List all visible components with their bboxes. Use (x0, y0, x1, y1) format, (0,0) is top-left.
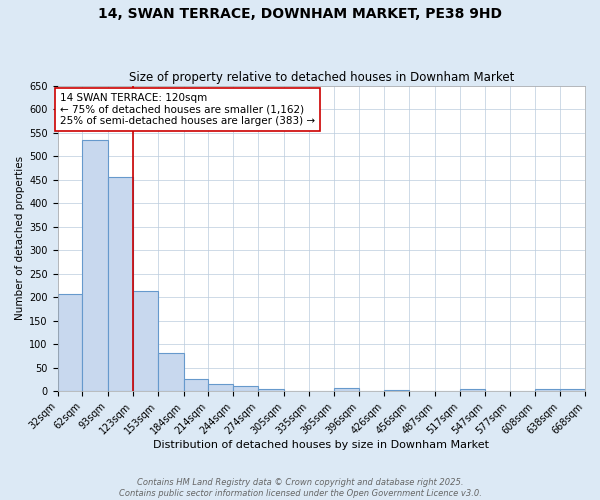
Bar (535, 389, 560, 391)
Y-axis label: Number of detached properties: Number of detached properties (15, 156, 25, 320)
Text: 14 SWAN TERRACE: 120sqm
← 75% of detached houses are smaller (1,162)
25% of semi: 14 SWAN TERRACE: 120sqm ← 75% of detache… (60, 92, 315, 126)
Bar (334, 388, 359, 391)
Bar (208, 384, 233, 391)
Bar (258, 389, 284, 391)
Bar (133, 290, 158, 391)
Bar (58, 294, 82, 391)
Text: 14, SWAN TERRACE, DOWNHAM MARKET, PE38 9HD: 14, SWAN TERRACE, DOWNHAM MARKET, PE38 9… (98, 8, 502, 22)
Bar (233, 386, 258, 391)
Bar (82, 140, 108, 391)
X-axis label: Distribution of detached houses by size in Downham Market: Distribution of detached houses by size … (153, 440, 489, 450)
Bar (108, 178, 133, 391)
Bar (184, 380, 208, 391)
Bar (158, 353, 184, 391)
Bar (384, 390, 409, 391)
Text: Contains HM Land Registry data © Crown copyright and database right 2025.
Contai: Contains HM Land Registry data © Crown c… (119, 478, 481, 498)
Title: Size of property relative to detached houses in Downham Market: Size of property relative to detached ho… (128, 72, 514, 85)
Bar (460, 389, 485, 391)
Bar (560, 389, 585, 391)
